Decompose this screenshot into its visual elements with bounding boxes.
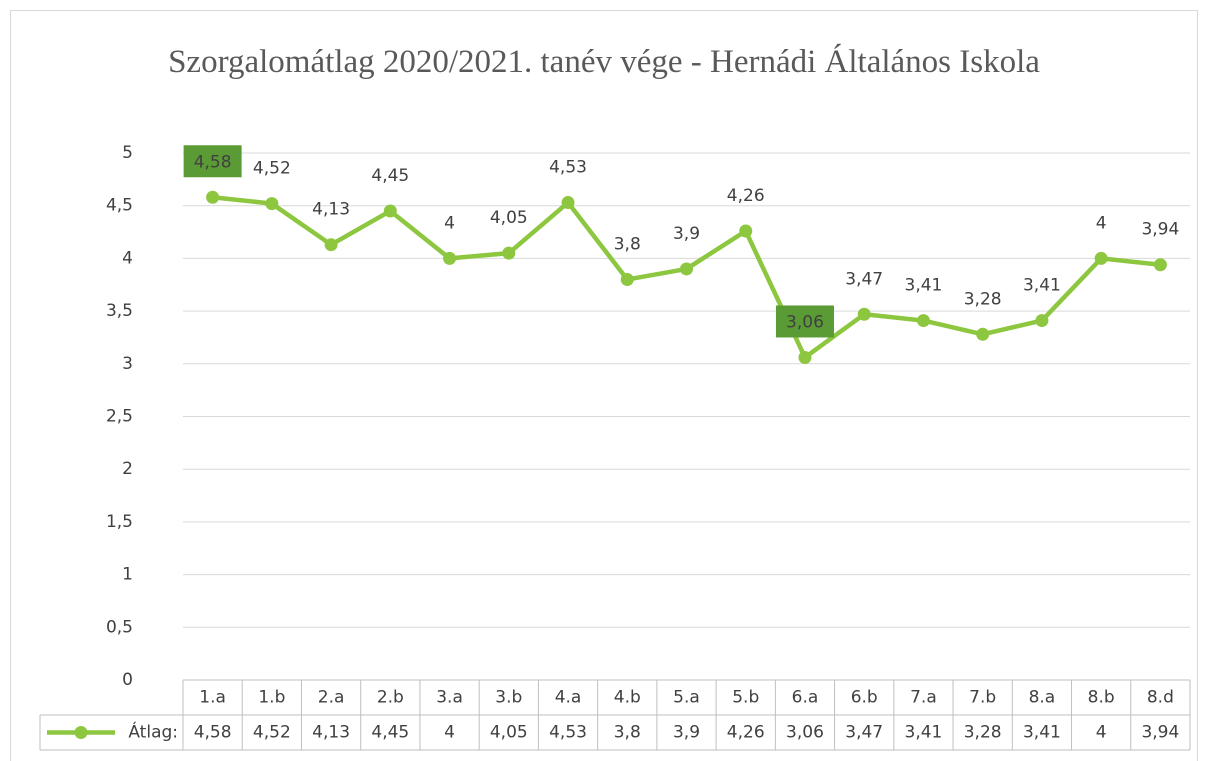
table-value: 4,13 [312,723,350,743]
marker [265,197,279,211]
table-value: 3,94 [1141,723,1179,743]
data-label: 4,52 [253,159,291,179]
table-value: 3,47 [845,723,883,743]
x-tick-label: 7.a [910,688,937,708]
marker [1035,314,1049,328]
table-value: 4 [444,723,455,743]
chart-title: Szorgalomátlag 2020/2021. tanév vége - H… [168,44,1040,80]
data-label: 3,41 [1023,276,1061,296]
table-value: 3,41 [905,723,943,743]
data-label: 3,28 [964,289,1002,309]
x-tick-label: 8.b [1088,688,1115,708]
marker [857,307,871,321]
y-tick-label: 4 [122,248,133,268]
y-tick-label: 1,5 [106,512,133,532]
x-tick-label: 3.b [495,688,522,708]
table-value: 4,05 [490,723,528,743]
data-label: 3,41 [905,276,943,296]
y-tick-label: 1 [122,565,133,585]
marker [383,204,397,218]
table-value: 3,9 [673,723,700,743]
data-label: 4,53 [549,158,587,178]
x-tick-label: 4.b [614,688,641,708]
x-tick-label: 1.a [199,688,226,708]
data-label: 3,9 [673,224,700,244]
marker [561,196,575,210]
data-label: 4,26 [727,186,765,206]
marker [443,251,457,265]
x-tick-label: 3.a [436,688,463,708]
x-tick-label: 5.a [673,688,700,708]
chart-border [10,10,1198,761]
table-value: 3,28 [964,723,1002,743]
marker [1094,251,1108,265]
x-tick-label: 1.b [258,688,285,708]
marker [798,350,812,364]
table-value: 3,41 [1023,723,1061,743]
label-highlight [183,145,242,178]
x-tick-label: 2.a [318,688,345,708]
x-tick-label: 5.b [732,688,759,708]
y-tick-label: 0,5 [106,617,133,637]
x-tick-label: 6.b [851,688,878,708]
data-label: 4,05 [490,208,528,228]
x-tick-label: 6.a [792,688,819,708]
legend-marker [74,726,88,739]
data-label: 4 [444,213,455,233]
table-value: 4,26 [727,723,765,743]
marker [1153,258,1167,272]
data-label: 4,58 [194,152,232,172]
data-label: 3,06 [786,312,824,332]
x-tick-label: 2.b [377,688,404,708]
x-tick-label: 7.b [969,688,996,708]
table-value: 4,53 [549,723,587,743]
marker [916,314,930,328]
x-tick-label: 4.a [555,688,582,708]
data-label: 4,45 [371,166,409,186]
y-tick-label: 4,5 [106,196,133,216]
data-label: 4,13 [312,200,350,220]
line [212,195,1161,360]
table-value: 3,8 [614,723,641,743]
marker [502,246,516,260]
marker [680,262,693,276]
x-tick-label: 8.a [1029,688,1056,708]
table-value: 4,58 [194,723,232,743]
marker [620,272,634,286]
marker [206,190,220,204]
table-value: 4 [1096,723,1107,743]
y-tick-label: 5 [122,143,133,163]
table-value: 4,52 [253,723,291,743]
legend-label: Átlag: [128,721,178,743]
marker [739,224,753,238]
data-label: 4 [1096,213,1107,233]
marker [976,327,990,341]
x-tick-label: 8.d [1147,688,1174,708]
y-tick-label: 3,5 [106,301,133,321]
table-value: 3,06 [786,723,824,743]
data-label: 3,47 [845,269,883,289]
table-value: 4,45 [371,723,409,743]
y-tick-label: 2 [122,459,133,479]
label-highlight [775,305,834,338]
y-tick-label: 2,5 [106,407,133,427]
y-tick-label: 0 [122,670,133,690]
data-label: 3,8 [614,234,641,254]
data-label: 3,94 [1141,220,1179,240]
y-tick-label: 3 [122,354,133,374]
marker [324,238,338,252]
